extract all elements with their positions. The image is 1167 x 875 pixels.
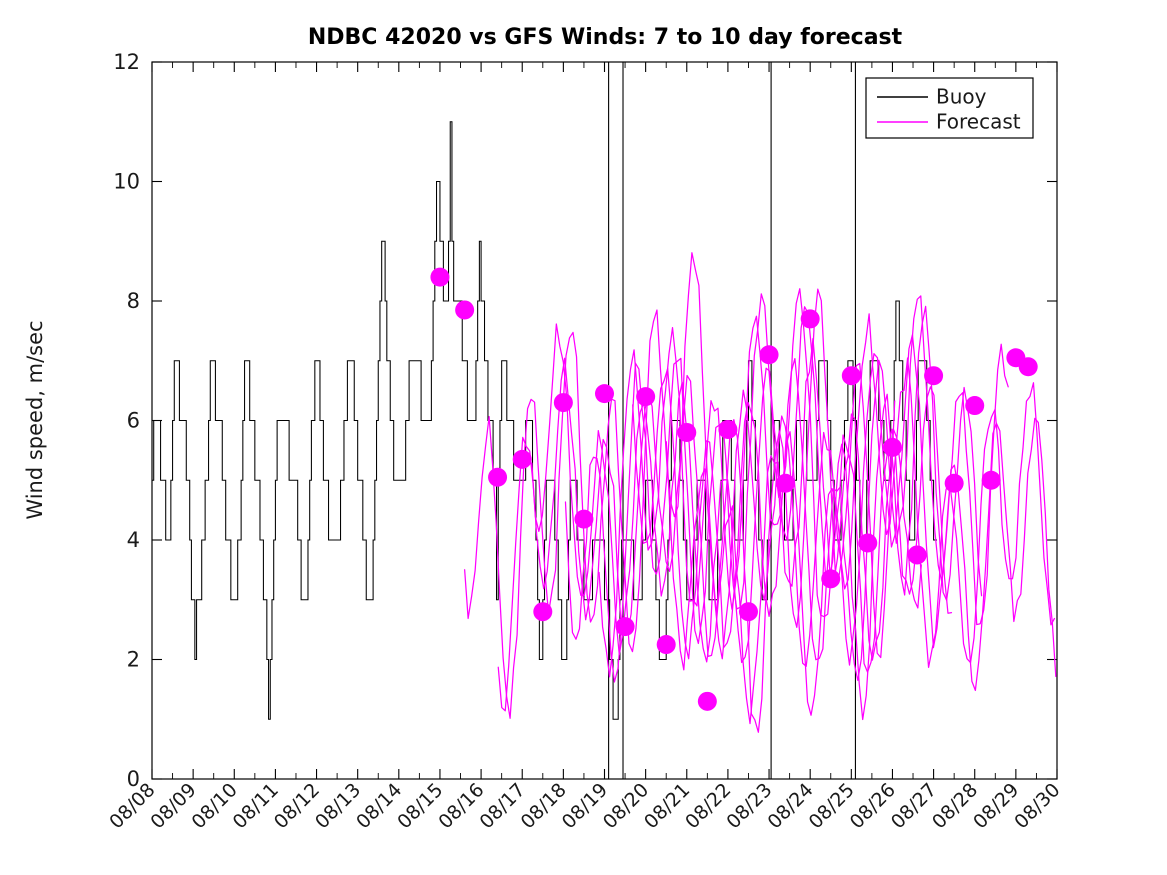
y-tick-label: 8 — [127, 289, 140, 313]
y-tick-label: 6 — [127, 409, 140, 433]
forecast-trace — [632, 334, 1057, 716]
x-tick-label: 08/24 — [763, 779, 817, 833]
forecast-marker-dot — [430, 267, 450, 287]
forecast-marker-dot — [656, 635, 676, 655]
forecast-marker-dot — [1018, 357, 1038, 377]
forecast-marker-dot — [776, 473, 795, 493]
forecast-marker-dot — [512, 449, 532, 469]
x-tick-label: 08/09 — [146, 779, 200, 833]
forecast-marker-dot — [907, 545, 927, 565]
forecast-trace — [464, 252, 896, 733]
x-tick-label: 08/16 — [434, 779, 488, 833]
forecast-trace — [531, 306, 953, 673]
forecast-trace — [564, 288, 983, 721]
x-axis-ticks — [151, 62, 1058, 779]
forecast-marker-dot — [533, 602, 553, 622]
forecast-marker-dot — [965, 396, 985, 416]
forecast-marker-dot — [595, 384, 614, 404]
x-tick-label: 08/11 — [229, 779, 283, 833]
y-axis-tick-labels: 0 2 4 6 8 10 12 — [113, 50, 140, 791]
forecast-marker-dot — [841, 366, 861, 386]
forecast-marker-dot — [821, 569, 841, 589]
legend-box — [865, 77, 1034, 139]
forecast-marker-dot — [553, 393, 573, 413]
forecast-marker-dot — [455, 300, 475, 320]
x-tick-label: 08/19 — [558, 779, 612, 833]
series-line-buoy — [152, 121, 938, 720]
forecast-marker-dot — [488, 467, 508, 487]
forecast-marker-dot — [858, 533, 878, 553]
y-axis-title: Wind speed, m/sec — [23, 320, 47, 519]
forecast-marker-dot — [615, 617, 635, 637]
x-tick-label: 08/22 — [681, 779, 735, 833]
y-tick-label: 10 — [113, 170, 140, 194]
x-axis-tick-labels: 08/0808/0908/1008/1108/1208/1308/1408/15… — [105, 779, 1064, 833]
forecast-marker-dot — [800, 309, 820, 329]
forecast-marker-dot — [924, 366, 944, 386]
forecast-marker-dot — [697, 691, 717, 711]
legend: Buoy Forecast — [865, 77, 1034, 139]
x-tick-label: 08/26 — [846, 779, 900, 833]
forecast-marker-dot — [574, 509, 594, 529]
x-tick-label: 08/15 — [393, 779, 447, 833]
forecast-marker-dots — [430, 267, 1038, 711]
legend-label-forecast: Forecast — [936, 110, 1021, 134]
x-tick-label: 08/17 — [475, 779, 529, 833]
x-tick-label: 08/30 — [1010, 779, 1064, 833]
forecast-marker-dot — [636, 387, 656, 407]
forecast-marker-dot — [944, 473, 964, 493]
x-tick-label: 08/27 — [887, 779, 941, 833]
x-tick-label: 08/23 — [722, 779, 776, 833]
y-axis-ticks — [152, 61, 1057, 780]
x-tick-label: 08/14 — [352, 779, 406, 833]
series-lines-forecast — [464, 252, 1057, 733]
y-tick-label: 0 — [127, 767, 140, 791]
forecast-marker-dot — [759, 345, 779, 365]
x-tick-label: 08/21 — [640, 779, 694, 833]
x-tick-label: 08/25 — [805, 779, 859, 833]
forecast-marker-dot — [882, 437, 902, 457]
x-tick-label: 08/10 — [188, 779, 242, 833]
x-tick-label: 08/18 — [517, 779, 571, 833]
y-tick-label: 12 — [113, 50, 140, 74]
y-tick-label: 4 — [127, 528, 140, 552]
forecast-marker-dot — [677, 422, 697, 442]
y-tick-label: 2 — [127, 648, 140, 672]
x-tick-label: 08/29 — [969, 779, 1023, 833]
x-tick-label: 08/13 — [311, 779, 365, 833]
forecast-marker-dot — [981, 470, 1001, 490]
forecast-marker-dot — [738, 602, 758, 622]
forecast-trace — [665, 313, 1056, 671]
x-tick-label: 08/28 — [928, 779, 982, 833]
legend-label-buoy: Buoy — [936, 85, 987, 109]
x-tick-label: 08/12 — [270, 779, 324, 833]
x-tick-label: 08/20 — [599, 779, 653, 833]
page-title: NDBC 42020 vs GFS Winds: 7 to 10 day for… — [308, 25, 903, 50]
forecast-marker-dot — [718, 419, 738, 439]
